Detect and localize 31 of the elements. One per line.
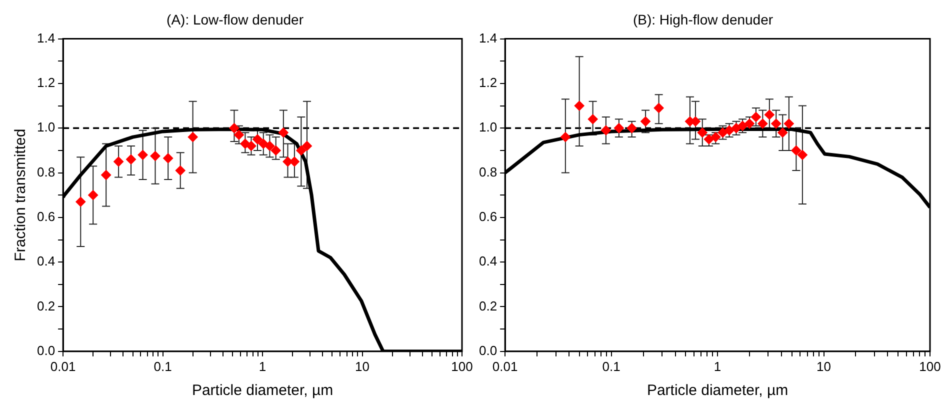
y-tick-label: 0.8 bbox=[36, 164, 56, 180]
y-tick-label: 1.4 bbox=[478, 30, 498, 46]
x-tick-label: 100 bbox=[451, 358, 473, 374]
x-tick-label: 0.01 bbox=[492, 358, 518, 374]
y-tick-label: 0.0 bbox=[36, 342, 56, 358]
x-axis-title: Particle diameter, µm bbox=[646, 382, 788, 400]
x-axis-title: Particle diameter, µm bbox=[192, 382, 334, 400]
y-tick-label: 0.8 bbox=[478, 164, 498, 180]
y-tick-label: 0.2 bbox=[36, 298, 56, 314]
y-tick-label: 0.0 bbox=[478, 342, 498, 358]
y-axis-title: Fraction transmitted bbox=[12, 128, 30, 262]
x-tick-label: 0.01 bbox=[50, 358, 76, 374]
y-tick-label: 1.0 bbox=[36, 120, 56, 135]
y-tick-label: 1.2 bbox=[36, 75, 56, 90]
x-tick-label: 10 bbox=[355, 358, 370, 374]
y-tick-label: 0.4 bbox=[36, 254, 56, 269]
y-tick-label: 0.4 bbox=[478, 254, 498, 269]
x-tick-label: 10 bbox=[816, 358, 831, 374]
x-tick-label: 100 bbox=[919, 358, 941, 374]
y-tick-label: 0.2 bbox=[478, 298, 498, 314]
y-tick-label: 1.2 bbox=[478, 75, 498, 90]
y-tick-label: 1.4 bbox=[36, 30, 56, 46]
chart-title: (B): High-flow denuder bbox=[632, 11, 774, 28]
y-tick-label: 1.0 bbox=[478, 120, 498, 135]
x-tick-label: 0.1 bbox=[602, 358, 620, 374]
x-tick-label: 1 bbox=[258, 358, 266, 374]
y-tick-label: 0.6 bbox=[36, 209, 56, 224]
y-tick-label: 0.6 bbox=[478, 209, 498, 224]
x-tick-label: 1 bbox=[714, 358, 722, 374]
chart-title: (A): Low-flow denuder bbox=[166, 11, 304, 28]
x-tick-label: 0.1 bbox=[154, 358, 172, 374]
